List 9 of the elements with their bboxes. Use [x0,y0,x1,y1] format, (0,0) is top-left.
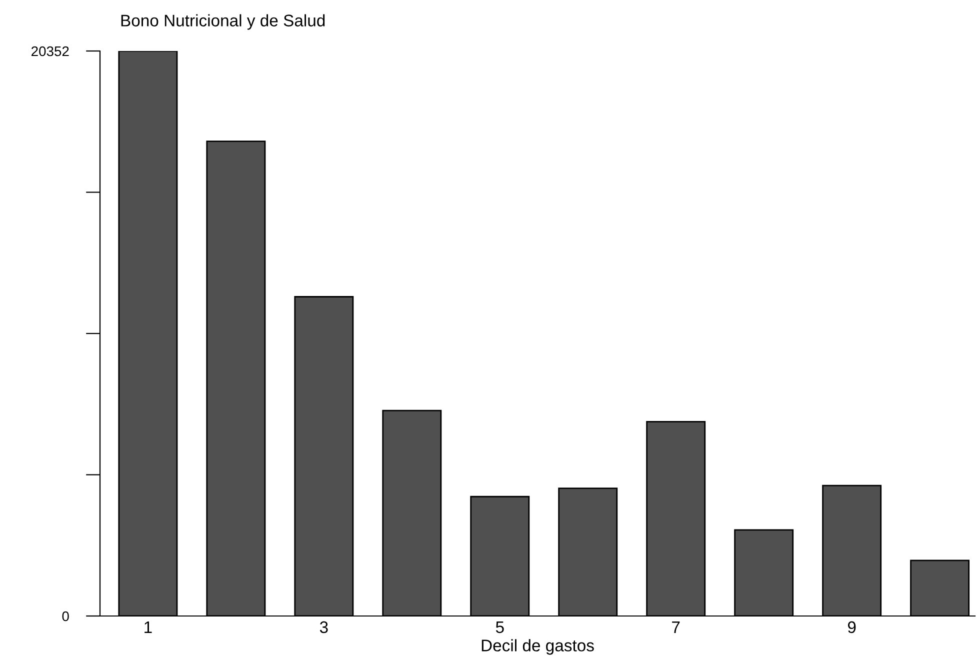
x-tick-label: 9 [848,621,856,634]
x-tick-label: 1 [144,621,152,633]
chart-title: Bono Nutricional y de Salud [121,14,325,30]
x-tick-label: 3 [320,621,328,634]
x-axis-title: Decil de gastos [482,639,594,655]
y-tick-label: 20352 [32,46,69,56]
y-tick-label: 0 [62,611,69,622]
x-tick-label: 5 [496,621,504,634]
x-tick-label: 7 [672,621,680,633]
